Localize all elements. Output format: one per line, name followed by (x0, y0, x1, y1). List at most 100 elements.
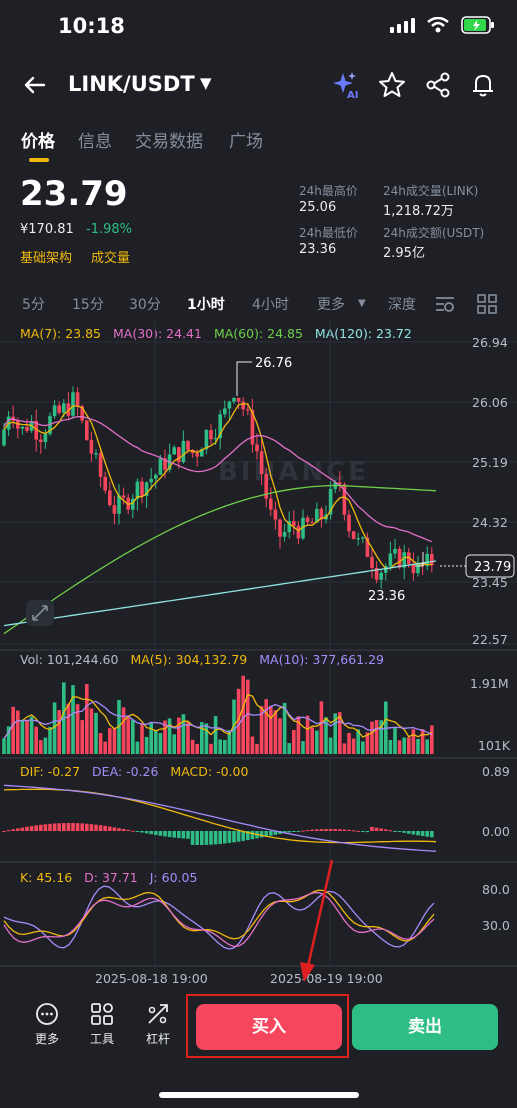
volume-bar (347, 732, 351, 754)
ma120-line (3, 560, 437, 627)
macd-bar (379, 828, 383, 831)
macd-axis-label: 0.00 (482, 824, 510, 839)
low-label: 24h最低价 (299, 226, 358, 240)
candle-body (370, 556, 374, 568)
candle-body (347, 514, 351, 532)
volume-bar (135, 741, 140, 754)
macd-bar (43, 824, 48, 831)
svg-text:AI: AI (347, 90, 358, 100)
macd-dea: DEA: -0.26 (92, 764, 159, 779)
volume-bar (181, 714, 186, 754)
tools-button[interactable]: 工具 (82, 1002, 122, 1047)
macd-bar (186, 831, 190, 839)
macd-bar (52, 823, 57, 831)
candle-body (407, 552, 411, 565)
ma60-value: MA(60): 24.85 (213, 326, 303, 341)
kline-chart[interactable]: BINANCE 26.94 26.06 25.19 24.32 23.45 22… (0, 320, 517, 990)
macd-bar (227, 831, 232, 843)
candle-body (315, 508, 319, 523)
ai-sparkle-icon[interactable]: AI (330, 70, 360, 100)
volume-bar (393, 728, 397, 754)
pair-title[interactable]: LINK/USDT (68, 72, 195, 96)
volume-bar (269, 705, 273, 754)
star-icon[interactable] (377, 70, 407, 100)
macd-bar (200, 831, 204, 845)
leverage-button[interactable]: 杠杆 (138, 1002, 178, 1047)
candle-body (246, 409, 250, 411)
depth-tab[interactable]: 深度 (388, 297, 416, 313)
macd-bar (57, 823, 61, 831)
macd-bar (195, 831, 199, 845)
tag-volume[interactable]: 成交量 (91, 251, 131, 266)
volume-bar (20, 720, 25, 754)
tag-infrastructure[interactable]: 基础架构 (20, 251, 73, 266)
home-indicator (159, 1092, 359, 1098)
macd-bar (282, 831, 287, 834)
macd-bar (149, 831, 153, 835)
interval-5m[interactable]: 5分 (22, 297, 45, 313)
macd-bar (416, 831, 420, 836)
candle-body (144, 482, 149, 496)
volume-bar (351, 738, 356, 754)
more-button[interactable]: 更多 (27, 1002, 67, 1047)
candle-body (269, 498, 273, 510)
buy-highlight-box (186, 994, 349, 1058)
chevron-down-icon[interactable]: ▼ (200, 74, 212, 92)
candle-body (319, 508, 324, 520)
candle-body (351, 531, 356, 539)
macd-bar (20, 827, 25, 831)
volume-bar (108, 728, 112, 754)
buy-button[interactable]: 买入 (196, 1004, 342, 1050)
pointer-arrowhead (300, 962, 315, 982)
volume-bar (11, 706, 15, 754)
volume-bar (250, 736, 255, 754)
macd-bar (177, 831, 181, 839)
macd-bar (315, 829, 319, 831)
candle-body (163, 458, 167, 470)
candle-body (342, 484, 347, 515)
volume-bar (273, 710, 278, 754)
candle-body (259, 451, 264, 475)
tab-info[interactable]: 信息 (78, 132, 112, 152)
bell-icon[interactable] (468, 70, 498, 100)
macd-bar (25, 826, 29, 831)
chevron-down-icon[interactable]: ▼ (358, 298, 366, 309)
candle-body (213, 438, 218, 440)
macd-bar (236, 831, 241, 842)
sell-button[interactable]: 卖出 (352, 1004, 498, 1050)
interval-15m[interactable]: 15分 (72, 297, 104, 313)
ma30-line (3, 416, 433, 543)
tab-trade-data[interactable]: 交易数据 (135, 132, 203, 152)
volume-bar (144, 736, 149, 754)
volume-bar (407, 737, 411, 754)
candle-body (200, 449, 204, 457)
ma120-value: MA(120): 23.72 (314, 326, 412, 341)
candle-body (172, 447, 176, 455)
candle-body (301, 517, 305, 539)
tab-square[interactable]: 广场 (229, 132, 263, 152)
grid-layout-icon[interactable] (477, 294, 497, 314)
tab-price[interactable]: 价格 (21, 132, 55, 152)
macd-bar (39, 824, 43, 831)
interval-30m[interactable]: 30分 (129, 297, 161, 313)
macd-bar (411, 831, 416, 835)
price-axis-label: 25.19 (472, 455, 508, 470)
share-icon[interactable] (423, 70, 453, 100)
kdj-d-line (3, 891, 435, 948)
macd-bar (264, 831, 268, 837)
kdj-lines (3, 885, 435, 950)
candle-body (227, 401, 232, 409)
macd-bar (305, 830, 310, 832)
indicator-settings-icon[interactable] (434, 294, 456, 314)
macd-dif: DIF: -0.27 (20, 764, 81, 779)
back-arrow-icon[interactable] (20, 70, 50, 100)
volume-bar (278, 718, 282, 754)
high-value: 25.06 (299, 200, 337, 215)
interval-4h[interactable]: 4小时 (252, 297, 289, 313)
volume-bar (80, 720, 84, 754)
interval-more[interactable]: 更多 (317, 297, 345, 313)
ma-lines (3, 403, 437, 635)
interval-1h[interactable]: 1小时 (187, 297, 225, 313)
macd-bar (66, 823, 71, 831)
candle-body (195, 453, 199, 457)
